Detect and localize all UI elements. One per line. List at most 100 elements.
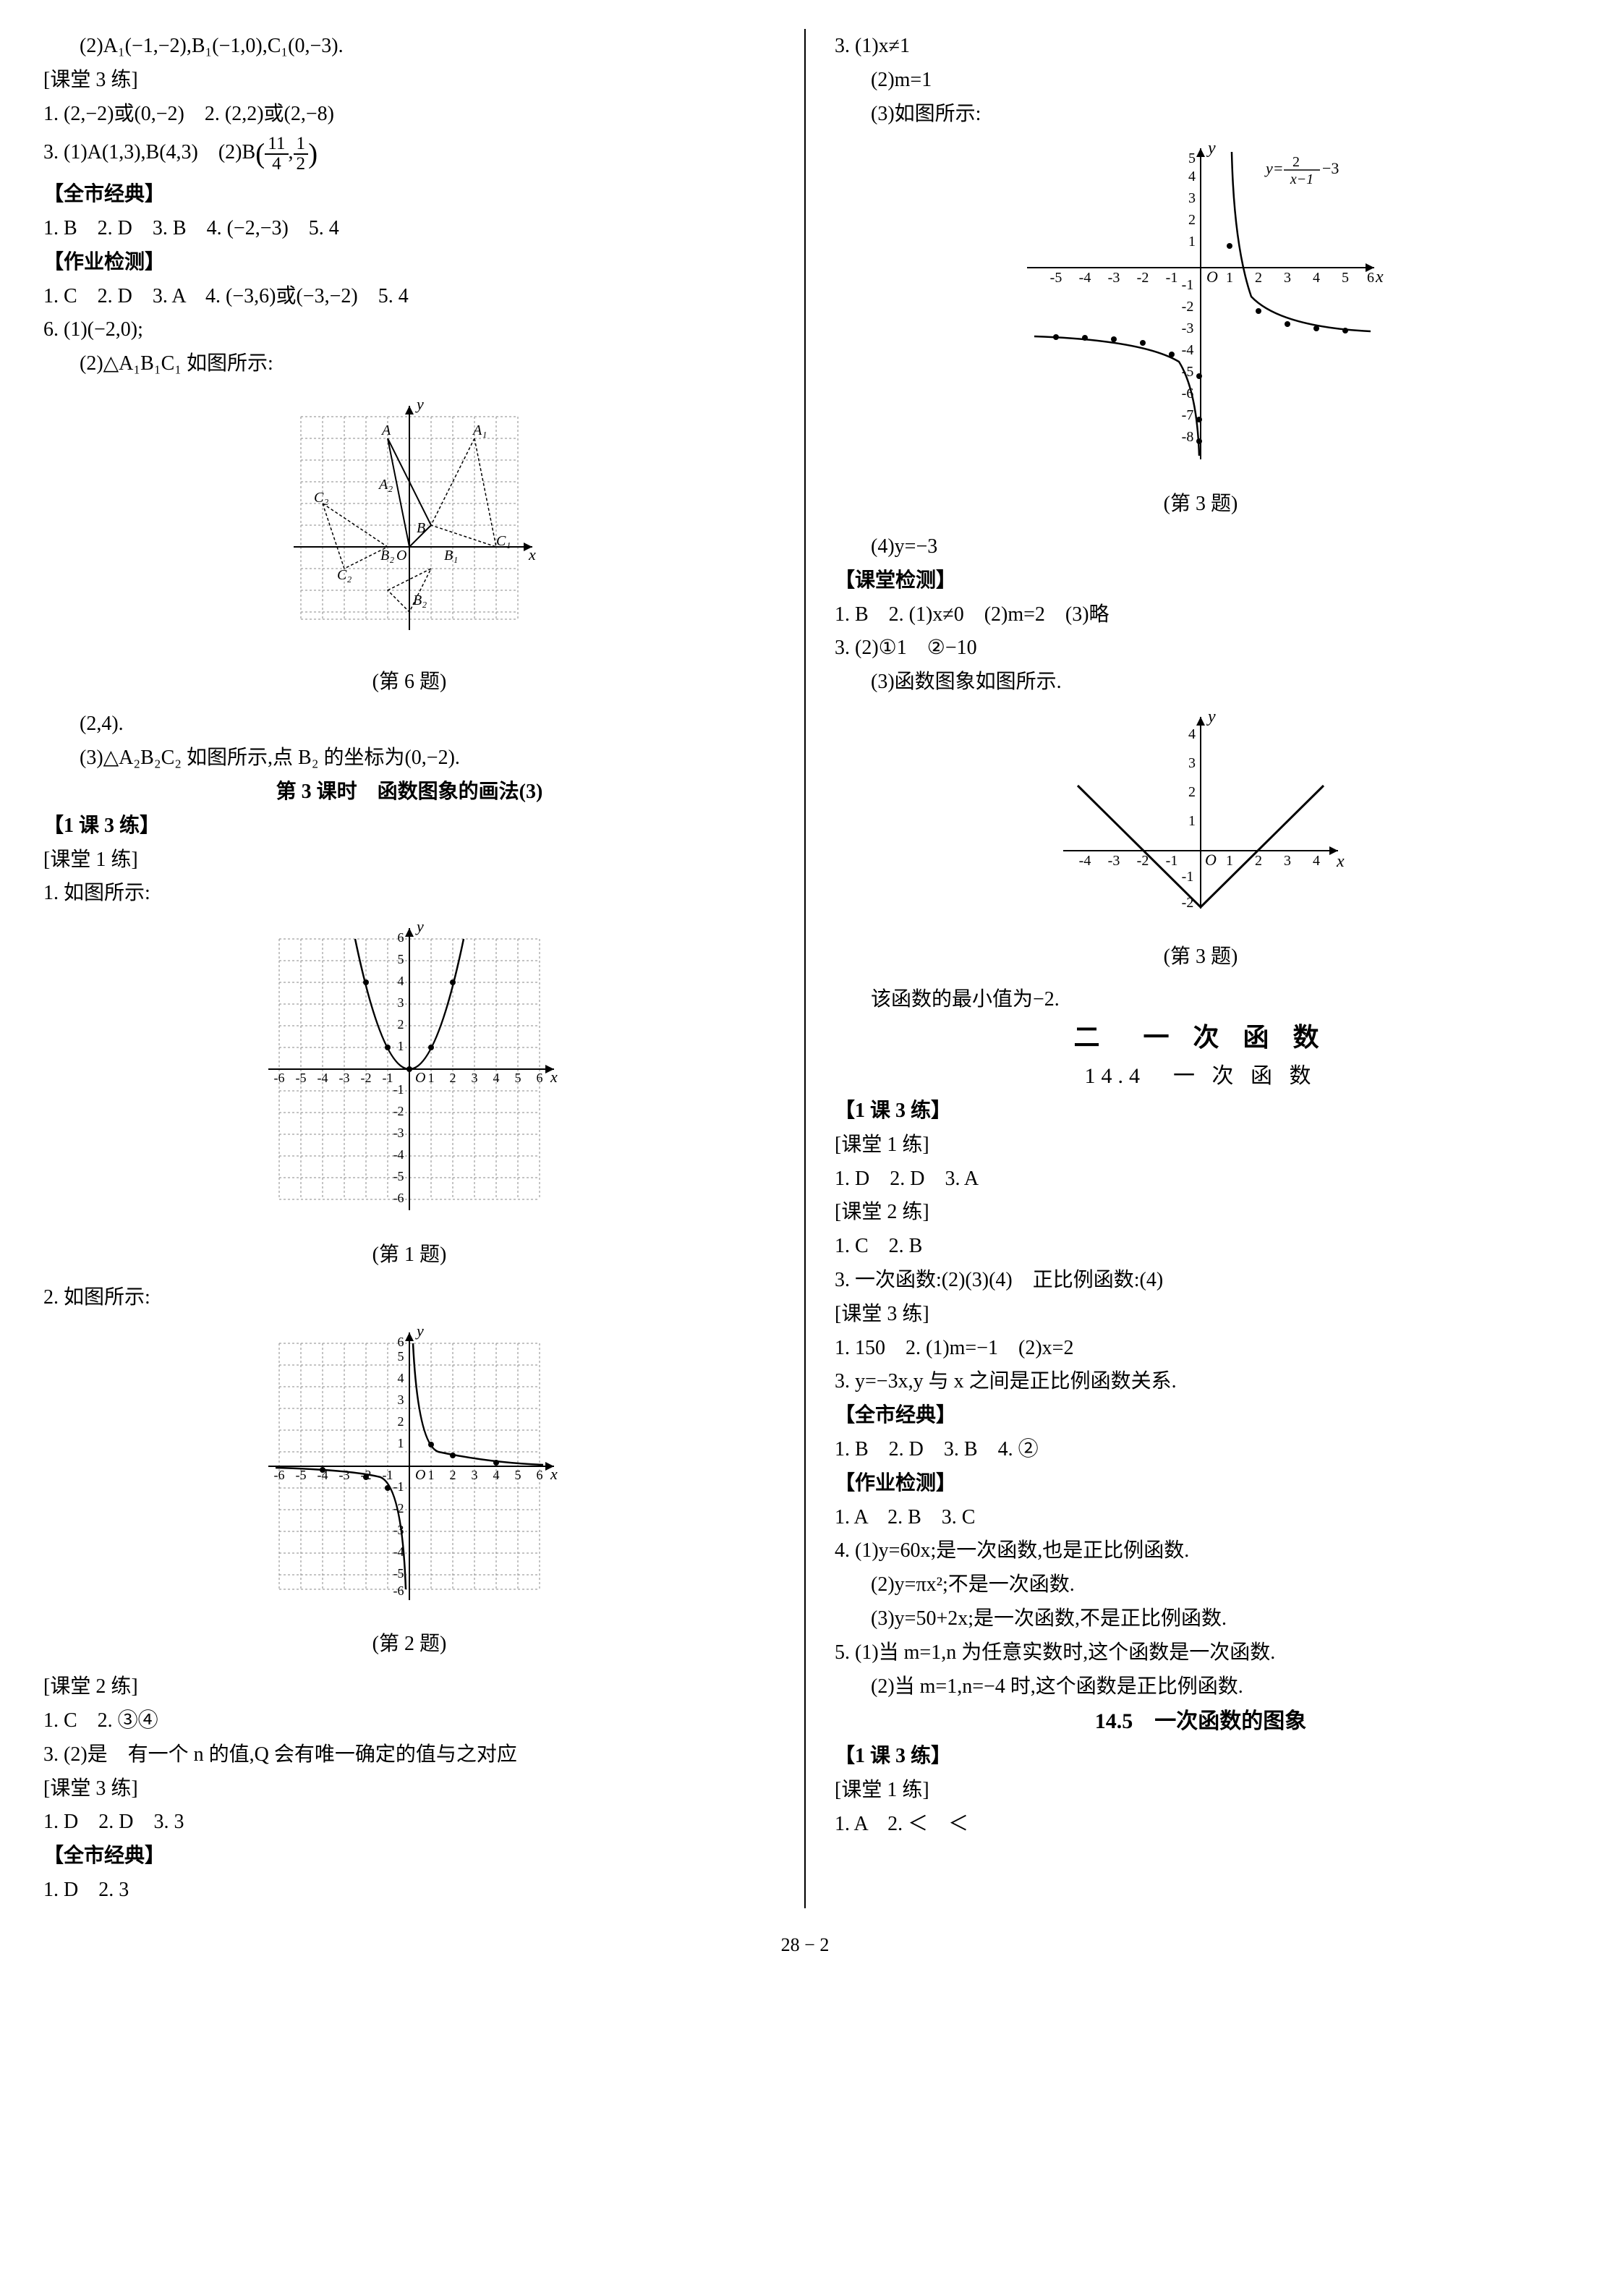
svg-text:5: 5 (1342, 270, 1349, 286)
svg-text:1: 1 (398, 1436, 404, 1450)
text-line: 该函数的最小值为−2. (835, 984, 1567, 1016)
svg-text:x−1: x−1 (1290, 171, 1313, 187)
svg-text:1: 1 (1188, 813, 1196, 829)
frac-den: 4 (265, 155, 288, 174)
text-line: (4)y=−3 (835, 531, 1567, 564)
svg-text:2: 2 (450, 1071, 456, 1085)
text-line: 1. C 2. B (835, 1230, 1567, 1263)
text-line: [课堂 2 练] (835, 1196, 1567, 1229)
svg-text:-5: -5 (1050, 270, 1062, 286)
svg-text:-1: -1 (1182, 277, 1194, 293)
svg-text:2: 2 (1188, 784, 1196, 800)
svg-text:2: 2 (1292, 154, 1300, 170)
svg-text:-1: -1 (1166, 853, 1178, 869)
figure-3b: -4-3-2-1 1234 1234 -1-2 O x y (835, 706, 1567, 934)
text-line: 1. (2,−2)或(0,−2) 2. (2,2)或(2,−8) (43, 98, 775, 131)
text-line: 1. 如图所示: (43, 877, 775, 910)
text-line: 3. (1)x≠1 (835, 30, 1567, 63)
text-line: (2)A₁(−1,−2),B₁(−1,0),C₁(0,−3). (43, 30, 775, 63)
svg-text:-6: -6 (274, 1468, 285, 1482)
svg-text:5: 5 (1188, 150, 1196, 166)
text-line: [课堂 2 练] (43, 1671, 775, 1704)
svg-text:O: O (396, 548, 406, 564)
text-line: 6. (1)(−2,0); (43, 314, 775, 346)
svg-text:A₂: A₂ (378, 477, 393, 493)
section-practice: [课堂 3 练] (43, 64, 775, 97)
svg-text:-2: -2 (393, 1104, 404, 1118)
text-line: 1. B 2. D 3. B 4. ② (835, 1434, 1567, 1466)
text-line: (2)y=πx²;不是一次函数. (835, 1569, 1567, 1602)
text-line: (3)函数图象如图所示. (835, 666, 1567, 699)
text-line: 3. 一次函数:(2)(3)(4) 正比例函数:(4) (835, 1264, 1567, 1297)
heading-classic: 【全市经典】 (835, 1400, 1567, 1432)
text-line: 1. D 2. 3 (43, 1874, 775, 1907)
svg-text:1: 1 (1226, 853, 1233, 869)
svg-text:−3: −3 (1322, 159, 1339, 177)
svg-text:2: 2 (450, 1468, 456, 1482)
svg-text:-6: -6 (274, 1071, 285, 1085)
figure-3a-caption: (第 3 题) (835, 488, 1567, 521)
svg-text:4: 4 (1188, 726, 1196, 742)
svg-text:-4: -4 (1079, 270, 1091, 286)
svg-text:-1: -1 (1166, 270, 1178, 286)
figure-6: A A₁ A₂ C₂ B B₁ B₂ C₁ C₂ B₂ O x y (43, 388, 775, 659)
svg-text:1: 1 (428, 1468, 435, 1482)
heading-practice: 【1 课 3 练】 (835, 1740, 1567, 1773)
right-column: 3. (1)x≠1 (2)m=1 (3)如图所示: -5 -4 -3 -2 -1 1 2 3… (835, 29, 1567, 1908)
text-line: (2)m=1 (835, 64, 1567, 97)
svg-text:C₂: C₂ (314, 490, 328, 506)
svg-text:-3: -3 (393, 1126, 404, 1140)
figure-1: -6-5-4-3-2-1 123456 123456 -1-2-3-4-5-6 … (43, 917, 775, 1232)
figure-3b-caption: (第 3 题) (835, 941, 1567, 974)
frac-num: 1 (294, 135, 309, 155)
svg-text:-2: -2 (1137, 270, 1149, 286)
heading-classic: 【全市经典】 (43, 1840, 775, 1873)
svg-text:-2: -2 (361, 1071, 372, 1085)
svg-text:-6: -6 (393, 1191, 404, 1205)
text-line: (3)△A₂B₂C₂ 如图所示,点 B₂ 的坐标为(0,−2). (43, 742, 775, 775)
svg-text:x: x (528, 545, 536, 564)
svg-text:4: 4 (1188, 169, 1196, 184)
svg-text:-3: -3 (339, 1071, 350, 1085)
svg-text:-8: -8 (1182, 429, 1194, 445)
svg-text:x: x (1336, 852, 1345, 871)
svg-text:-1: -1 (393, 1082, 404, 1097)
svg-text:3: 3 (398, 995, 404, 1010)
svg-text:2: 2 (398, 1414, 404, 1429)
text-line: (3)如图所示: (835, 98, 1567, 131)
svg-text:6: 6 (398, 1335, 404, 1349)
text-line: (2)△A₁B₁C₁ 如图所示: (43, 348, 775, 380)
svg-text:3: 3 (472, 1468, 478, 1482)
svg-text:x: x (550, 1465, 558, 1483)
figure-1-caption: (第 1 题) (43, 1239, 775, 1272)
svg-text:O: O (1206, 268, 1218, 286)
text-line: 5. (1)当 m=1,n 为任意实数时,这个函数是一次函数. (835, 1637, 1567, 1670)
svg-text:y=: y= (1264, 159, 1284, 177)
svg-text:5: 5 (515, 1071, 521, 1085)
svg-text:1: 1 (398, 1039, 404, 1053)
text-line: 1. C 2. D 3. A 4. (−3,6)或(−3,−2) 5. 4 (43, 281, 775, 313)
figure-2-caption: (第 2 题) (43, 1628, 775, 1661)
svg-text:y: y (1206, 139, 1216, 158)
svg-text:-1: -1 (1182, 869, 1194, 885)
svg-text:2: 2 (1255, 270, 1262, 286)
svg-text:4: 4 (398, 974, 404, 988)
svg-text:-4: -4 (1182, 342, 1194, 358)
svg-text:-6: -6 (393, 1583, 404, 1598)
text-line: 1. A 2. B 3. C (835, 1502, 1567, 1534)
svg-text:C₂: C₂ (337, 567, 352, 583)
heading-homework: 【作业检测】 (43, 247, 775, 279)
svg-text:-3: -3 (1108, 270, 1120, 286)
text-line: 3. (1)A(1,3),B(4,3) (2)B(114,12) (43, 132, 775, 177)
svg-text:A₁: A₁ (472, 422, 487, 438)
svg-text:4: 4 (398, 1371, 404, 1385)
svg-text:-4: -4 (393, 1147, 404, 1162)
svg-text:6: 6 (537, 1468, 543, 1482)
text-line: 2. 如图所示: (43, 1282, 775, 1314)
svg-text:4: 4 (1313, 853, 1320, 869)
svg-text:3: 3 (1188, 190, 1196, 206)
text-line: 3. y=−3x,y 与 x 之间是正比例函数关系. (835, 1366, 1567, 1398)
svg-text:-1: -1 (393, 1479, 404, 1494)
text-line: (3)y=50+2x;是一次函数,不是正比例函数. (835, 1603, 1567, 1636)
svg-text:1: 1 (1226, 270, 1233, 286)
